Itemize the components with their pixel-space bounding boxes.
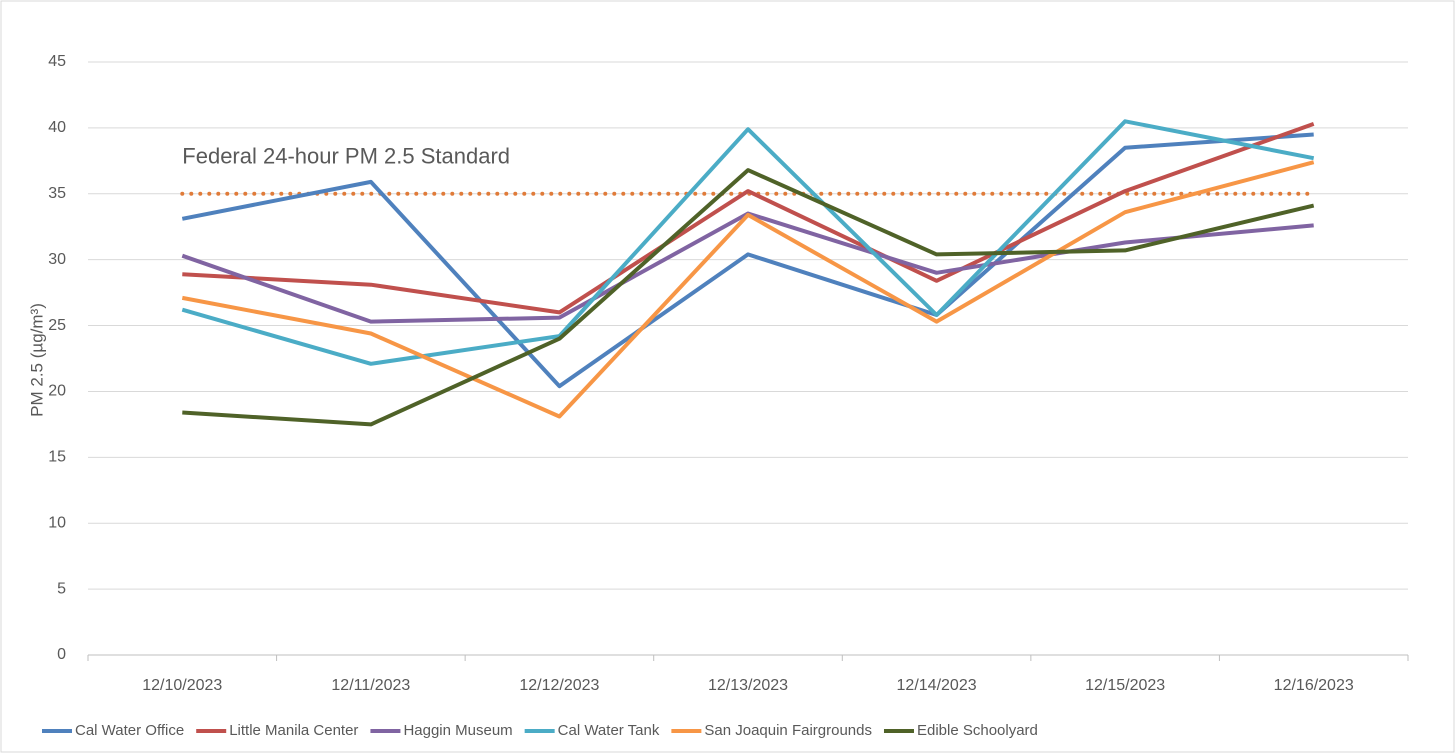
y-tick-label: 40 bbox=[48, 119, 66, 136]
y-tick-label: 30 bbox=[48, 251, 66, 268]
y-tick-label: 20 bbox=[48, 383, 66, 400]
x-tick-label: 12/16/2023 bbox=[1274, 677, 1354, 694]
y-tick-label: 45 bbox=[48, 53, 66, 70]
legend-label: Haggin Museum bbox=[403, 722, 512, 739]
series-line bbox=[181, 132, 1314, 389]
legend-label: Cal Water Office bbox=[75, 722, 184, 739]
x-tick-label: 12/10/2023 bbox=[142, 677, 222, 694]
x-tick-label: 12/13/2023 bbox=[708, 677, 788, 694]
series-line bbox=[182, 168, 1315, 427]
y-tick-label: 35 bbox=[48, 185, 66, 202]
y-tick-label: 5 bbox=[57, 580, 66, 597]
x-tick-label: 12/15/2023 bbox=[1085, 677, 1165, 694]
x-tick-label: 12/12/2023 bbox=[519, 677, 599, 694]
legend-label: Little Manila Center bbox=[229, 722, 358, 739]
y-tick-label: 10 bbox=[48, 514, 66, 531]
y-tick-label: 0 bbox=[57, 646, 66, 663]
y-axis-label: PM 2.5 (µg/m³) bbox=[27, 303, 46, 417]
x-tick-label: 12/14/2023 bbox=[897, 677, 977, 694]
reference-label: Federal 24-hour PM 2.5 Standard bbox=[182, 144, 510, 169]
series-line bbox=[181, 160, 1315, 419]
y-tick-label: 25 bbox=[48, 317, 66, 334]
series-line bbox=[181, 119, 1315, 366]
legend-label: Cal Water Tank bbox=[558, 722, 660, 739]
series-line bbox=[182, 122, 1315, 315]
legend-label: San Joaquin Fairgrounds bbox=[704, 722, 872, 739]
x-tick-label: 12/11/2023 bbox=[331, 677, 410, 694]
legend-label: Edible Schoolyard bbox=[917, 722, 1038, 739]
y-tick-label: 15 bbox=[48, 449, 66, 466]
